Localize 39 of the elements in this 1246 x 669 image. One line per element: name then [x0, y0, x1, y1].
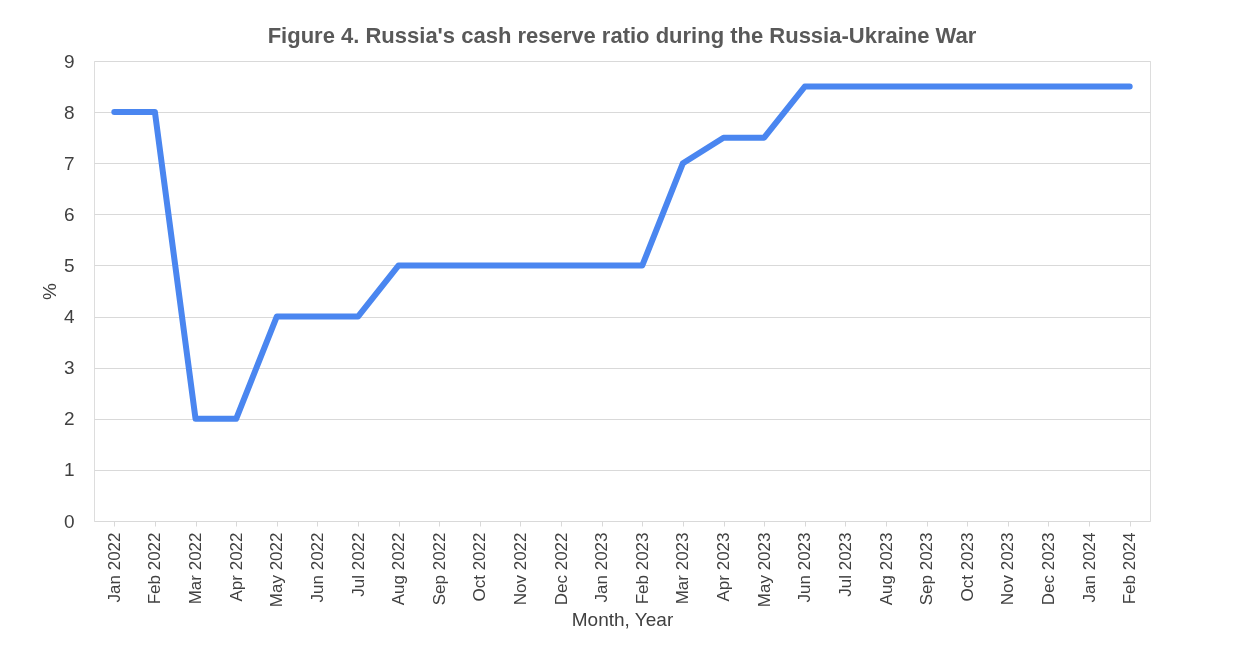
y-tick-label: 8: [63, 101, 75, 123]
x-tick-label: Feb 2024: [1120, 532, 1140, 605]
x-tick-label: Apr 2022: [226, 532, 246, 602]
x-tick-label: Apr 2023: [714, 532, 734, 602]
y-tick-label: 9: [63, 50, 75, 72]
x-tick-label: Jan 2022: [104, 532, 124, 603]
x-tick-label: Mar 2022: [186, 532, 206, 605]
x-tick-label: Jun 2022: [307, 532, 327, 603]
x-tick-label: Feb 2023: [632, 532, 652, 605]
x-tick-label: Sep 2022: [429, 532, 449, 606]
x-tick-label: Oct 2022: [470, 532, 490, 602]
x-tick-label: Mar 2023: [673, 532, 693, 605]
y-tick-label: 7: [63, 152, 75, 174]
x-tick-label: Sep 2023: [917, 532, 937, 606]
x-tick-label: Jun 2023: [795, 532, 815, 603]
x-tick-label: Jul 2022: [348, 532, 368, 597]
x-tick-label: Dec 2022: [551, 532, 571, 606]
y-tick-label: 0: [63, 510, 75, 532]
y-tick-label: 3: [63, 357, 75, 379]
x-axis-title: Month, Year: [571, 609, 674, 631]
y-tick-label: 6: [63, 203, 75, 225]
y-tick-label: 4: [63, 306, 75, 328]
x-tick-label: Jan 2023: [592, 532, 612, 603]
x-tick-label: Nov 2022: [510, 532, 530, 606]
x-tick-label: May 2023: [754, 532, 774, 608]
chart-title: Figure 4. Russia's cash reserve ratio during the Russia-Ukraine War: [267, 23, 977, 48]
x-tick-label: Aug 2023: [876, 532, 896, 606]
x-tick-label: Aug 2022: [389, 532, 409, 606]
x-tick-label: Jan 2024: [1079, 532, 1099, 603]
x-tick-label: Dec 2023: [1038, 532, 1058, 606]
y-axis-title: %: [38, 282, 60, 300]
x-tick-label: Feb 2022: [145, 532, 165, 605]
y-tick-label: 5: [63, 254, 75, 276]
y-tick-label: 1: [63, 459, 75, 481]
x-tick-label: Jul 2023: [835, 532, 855, 597]
y-tick-label: 2: [63, 408, 75, 430]
x-tick-label: Oct 2023: [957, 532, 977, 602]
x-tick-label: Nov 2023: [998, 532, 1018, 606]
x-tick-label: May 2022: [267, 532, 287, 608]
